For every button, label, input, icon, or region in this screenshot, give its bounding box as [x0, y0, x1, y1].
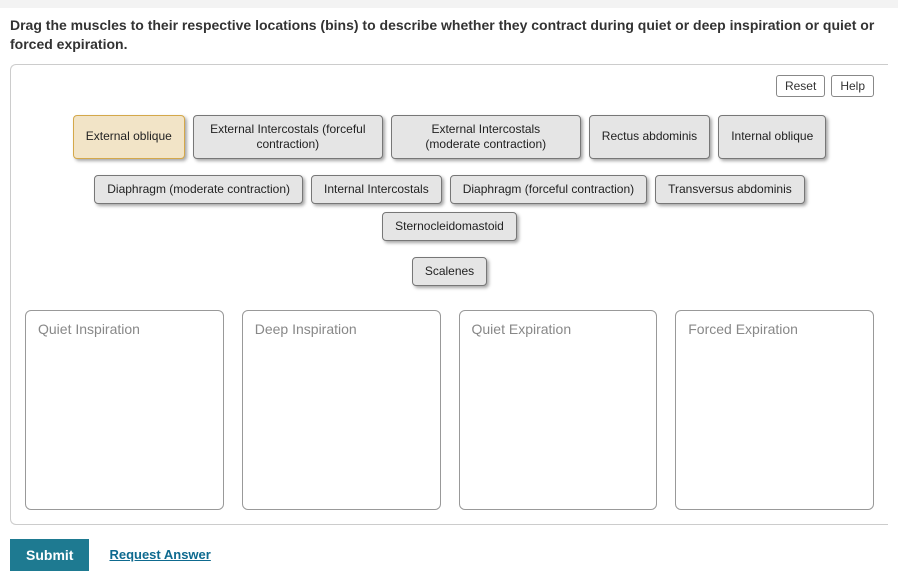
- draggable-external-intercostals-moderate[interactable]: External Intercostals (moderate contract…: [391, 115, 581, 159]
- bin-label: Quiet Expiration: [472, 321, 645, 337]
- bin-quiet-inspiration[interactable]: Quiet Inspiration: [25, 310, 224, 510]
- help-button[interactable]: Help: [831, 75, 874, 97]
- question-instructions: Drag the muscles to their respective loc…: [0, 8, 898, 64]
- draggable-items-row3: Scalenes: [25, 257, 874, 302]
- draggable-scalenes[interactable]: Scalenes: [412, 257, 487, 286]
- bin-label: Deep Inspiration: [255, 321, 428, 337]
- draggable-external-intercostals-forceful[interactable]: External Intercostals (forceful contract…: [193, 115, 383, 159]
- draggable-external-oblique[interactable]: External oblique: [73, 115, 185, 159]
- request-answer-link[interactable]: Request Answer: [109, 547, 210, 562]
- bin-forced-expiration[interactable]: Forced Expiration: [675, 310, 874, 510]
- draggable-items-row1: External oblique External Intercostals (…: [25, 115, 874, 175]
- draggable-diaphragm-forceful[interactable]: Diaphragm (forceful contraction): [450, 175, 647, 204]
- submit-button[interactable]: Submit: [10, 539, 89, 571]
- drag-workspace: Reset Help External oblique External Int…: [10, 64, 888, 525]
- draggable-transversus-abdominis[interactable]: Transversus abdominis: [655, 175, 805, 204]
- reset-button[interactable]: Reset: [776, 75, 825, 97]
- footer-controls: Submit Request Answer: [0, 525, 898, 581]
- bin-label: Forced Expiration: [688, 321, 861, 337]
- header-grey-bar: [0, 0, 898, 8]
- bin-label: Quiet Inspiration: [38, 321, 211, 337]
- drop-bins: Quiet Inspiration Deep Inspiration Quiet…: [25, 310, 874, 510]
- draggable-internal-intercostals[interactable]: Internal Intercostals: [311, 175, 442, 204]
- draggable-rectus-abdominis[interactable]: Rectus abdominis: [589, 115, 710, 159]
- draggable-diaphragm-moderate[interactable]: Diaphragm (moderate contraction): [94, 175, 303, 204]
- top-controls: Reset Help: [25, 75, 874, 97]
- draggable-sternocleidomastoid[interactable]: Sternocleidomastoid: [382, 212, 517, 241]
- bin-deep-inspiration[interactable]: Deep Inspiration: [242, 310, 441, 510]
- draggable-items-row2: Diaphragm (moderate contraction) Interna…: [25, 175, 874, 257]
- bin-quiet-expiration[interactable]: Quiet Expiration: [459, 310, 658, 510]
- draggable-internal-oblique[interactable]: Internal oblique: [718, 115, 826, 159]
